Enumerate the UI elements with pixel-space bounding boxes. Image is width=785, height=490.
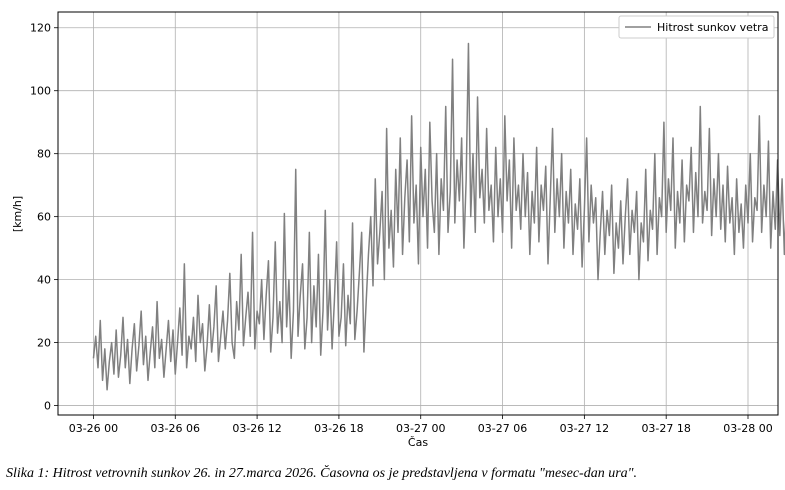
x-tick-label: 03-27 18: [641, 422, 690, 435]
figure-caption: Slika 1: Hitrost vetrovnih sunkov 26. in…: [6, 466, 638, 481]
x-axis-ticks: 03-26 00 03-26 06 03-26 12 03-26 18 03-27 00…: [69, 415, 773, 435]
legend-box: [618, 15, 775, 39]
x-tick-label: 03-26 12: [232, 422, 281, 435]
y-axis-ticks: 0 20 40 60 80 100 120: [30, 22, 58, 413]
legend-label: Hitrost sunkov vetra: [657, 21, 768, 34]
y-tick-label: 80: [37, 148, 51, 161]
y-axis-label: [km/h]: [11, 196, 24, 232]
y-tick-label: 60: [37, 211, 51, 224]
x-tick-label: 03-28 00: [723, 422, 772, 435]
x-tick-label: 03-27 06: [478, 422, 527, 435]
legend: Hitrost sunkov vetra: [618, 15, 775, 39]
x-tick-label: 03-26 00: [69, 422, 118, 435]
series-line-0: [92, 42, 785, 391]
grid: [58, 12, 778, 415]
x-tick-label: 03-27 00: [396, 422, 445, 435]
chart: 03-26 00 03-26 06 03-26 12 03-26 18 03-27 00…: [11, 11, 785, 449]
series-layer: [92, 42, 785, 391]
y-tick-label: 20: [37, 337, 51, 350]
x-tick-label: 03-26 18: [314, 422, 363, 435]
plot-frame: [57, 11, 779, 416]
x-tick-label: 03-26 06: [151, 422, 200, 435]
y-tick-label: 40: [37, 274, 51, 287]
y-tick-label: 120: [30, 22, 51, 35]
x-tick-label: 03-27 12: [560, 422, 609, 435]
x-axis-label: Čas: [408, 436, 428, 449]
y-tick-label: 0: [44, 400, 51, 413]
y-tick-label: 100: [30, 85, 51, 98]
